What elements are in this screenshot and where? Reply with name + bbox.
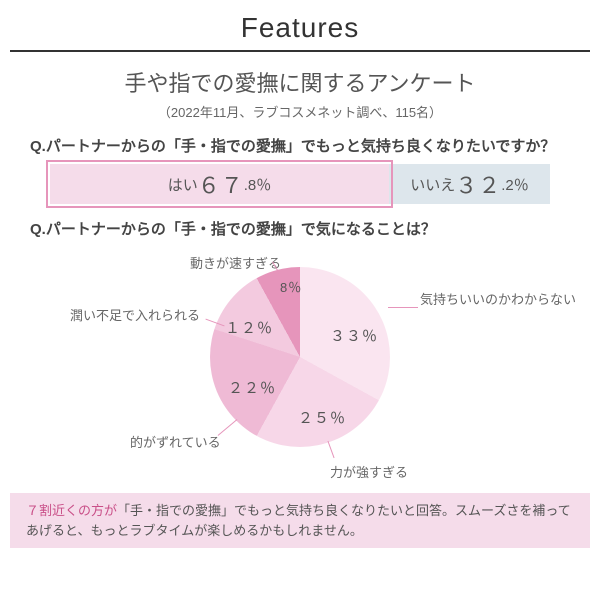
bar-no-label: いいえ	[410, 174, 455, 195]
question-1: Q.パートナーからの「手・指での愛撫」でもっと気持ち良くなりたいですか？	[30, 135, 570, 156]
question-2: Q.パートナーからの「手・指での愛撫」で気になることは？	[30, 218, 570, 239]
footer-note: ７割近くの方が「手・指での愛撫」でもっと気持ち良くなりたいと回答。スムーズさを補…	[10, 493, 590, 548]
header: Features	[10, 0, 590, 52]
survey-meta: （2022年11月、ラブコスメネット調べ、115名）	[0, 102, 600, 121]
highlight-box	[46, 160, 393, 208]
leader-line	[218, 419, 238, 436]
pie-value-2: ２２％	[228, 377, 276, 398]
pie-label-4: 動きが速すぎる	[190, 253, 281, 272]
pie-label-2: 的がずれている	[130, 432, 221, 451]
bar-no: いいえ ３２ .2％	[389, 164, 550, 204]
q2-pie-chart: ３３％ ２５％ ２２％ １２％ 8％ 気持ちいいのかわからない 力が強すぎる 的…	[0, 247, 600, 487]
pie-label-1: 力が強すぎる	[330, 462, 408, 481]
pie-value-1: ２５％	[298, 407, 346, 428]
q1-bar-chart: はい ６７ .8％ いいえ ３２ .2％	[50, 164, 550, 204]
page-title: Features	[10, 12, 590, 44]
survey-title: 手や指での愛撫に関するアンケート	[0, 66, 600, 98]
pie-value-0: ３３％	[330, 325, 378, 346]
pie-label-0: 気持ちいいのかわからない	[420, 289, 576, 308]
leader-line	[327, 441, 334, 458]
bar-no-small: .2％	[501, 174, 529, 195]
footer-emphasis: ７割近くの方が	[26, 503, 117, 518]
pie-value-4: 8％	[280, 277, 302, 296]
pie-label-3: 潤い不足で入れられる	[70, 305, 200, 324]
pie-value-3: １２％	[225, 317, 273, 338]
leader-line	[388, 307, 418, 308]
bar-no-big: ３２	[455, 168, 501, 200]
